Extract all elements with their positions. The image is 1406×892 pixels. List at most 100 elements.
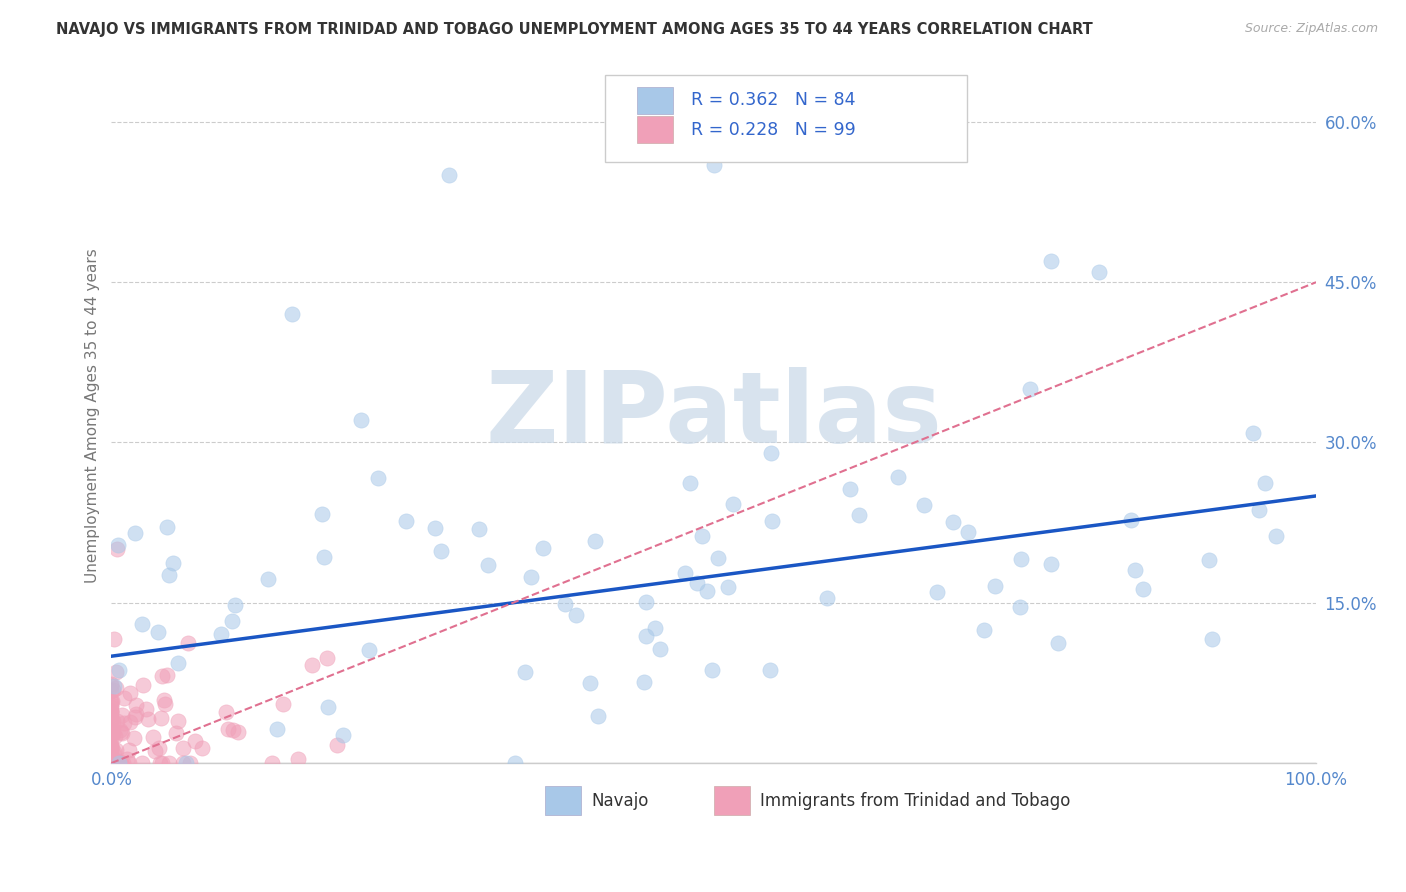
Point bbox=[150, 756, 173, 770]
Text: R = 0.362   N = 84: R = 0.362 N = 84 bbox=[690, 92, 855, 110]
Point bbox=[912, 498, 935, 512]
Point bbox=[101, 694, 124, 708]
Point bbox=[100, 699, 122, 714]
Point bbox=[520, 570, 543, 584]
Point bbox=[221, 614, 243, 628]
Point bbox=[156, 520, 179, 534]
Point bbox=[332, 728, 354, 742]
Point bbox=[636, 595, 658, 609]
Point bbox=[579, 676, 602, 690]
Point bbox=[648, 641, 671, 656]
Point bbox=[100, 695, 122, 709]
Point bbox=[110, 756, 132, 770]
Point bbox=[1010, 552, 1032, 566]
FancyBboxPatch shape bbox=[714, 786, 749, 815]
Point bbox=[311, 507, 333, 521]
Point bbox=[1040, 557, 1063, 571]
Point bbox=[564, 608, 586, 623]
Point bbox=[157, 568, 180, 582]
Point bbox=[696, 583, 718, 598]
Point bbox=[973, 624, 995, 638]
Point bbox=[101, 751, 124, 765]
Point bbox=[101, 682, 124, 697]
Point bbox=[103, 632, 125, 647]
Point bbox=[136, 712, 159, 726]
Point bbox=[100, 704, 122, 718]
Point bbox=[149, 756, 172, 770]
Point bbox=[112, 716, 135, 731]
Point bbox=[100, 705, 122, 719]
FancyBboxPatch shape bbox=[637, 117, 673, 143]
Point bbox=[1254, 475, 1277, 490]
Point bbox=[190, 740, 212, 755]
Point bbox=[367, 471, 389, 485]
Point bbox=[104, 681, 127, 695]
Point bbox=[723, 497, 745, 511]
Point bbox=[942, 515, 965, 529]
Point bbox=[131, 756, 153, 770]
Point bbox=[100, 740, 122, 755]
Point bbox=[172, 756, 194, 770]
Point bbox=[316, 699, 339, 714]
Point bbox=[107, 756, 129, 770]
Point bbox=[103, 679, 125, 693]
Point bbox=[437, 169, 460, 183]
Point bbox=[100, 740, 122, 755]
Point bbox=[107, 754, 129, 768]
Point bbox=[636, 629, 658, 643]
Point bbox=[100, 756, 122, 770]
Point bbox=[633, 675, 655, 690]
Point bbox=[586, 709, 609, 723]
FancyBboxPatch shape bbox=[546, 786, 581, 815]
Point bbox=[100, 714, 122, 728]
Point bbox=[673, 566, 696, 581]
Point bbox=[183, 733, 205, 747]
Point bbox=[115, 752, 138, 766]
Point bbox=[686, 576, 709, 591]
Point bbox=[702, 663, 724, 677]
Point bbox=[759, 663, 782, 677]
Point bbox=[104, 743, 127, 757]
Point bbox=[100, 756, 122, 770]
Point bbox=[118, 756, 141, 770]
Point bbox=[100, 756, 122, 770]
Point bbox=[325, 738, 347, 752]
Point bbox=[104, 756, 127, 770]
Point bbox=[100, 727, 122, 741]
Point bbox=[111, 708, 134, 723]
Point bbox=[513, 665, 536, 680]
Point bbox=[1008, 600, 1031, 615]
Point bbox=[1132, 582, 1154, 596]
Point bbox=[100, 738, 122, 752]
Point bbox=[281, 307, 304, 321]
Point bbox=[146, 625, 169, 640]
Point bbox=[468, 522, 491, 536]
Point bbox=[350, 413, 373, 427]
Point bbox=[301, 657, 323, 672]
Point bbox=[226, 725, 249, 739]
Point bbox=[100, 694, 122, 708]
Point bbox=[100, 739, 122, 753]
Point bbox=[100, 742, 122, 756]
Point bbox=[112, 690, 135, 705]
Point bbox=[152, 668, 174, 682]
Point bbox=[260, 756, 283, 770]
Point bbox=[100, 698, 122, 712]
Point bbox=[100, 679, 122, 693]
Point bbox=[395, 514, 418, 528]
Point bbox=[103, 756, 125, 770]
Point bbox=[359, 643, 381, 657]
Point bbox=[100, 756, 122, 770]
Point bbox=[761, 514, 783, 528]
Point bbox=[117, 743, 139, 757]
Text: Source: ZipAtlas.com: Source: ZipAtlas.com bbox=[1244, 22, 1378, 36]
Point bbox=[111, 725, 134, 739]
Point bbox=[554, 597, 576, 611]
Point bbox=[100, 724, 122, 739]
Point bbox=[531, 541, 554, 556]
Point bbox=[107, 538, 129, 552]
Point bbox=[122, 731, 145, 746]
Point bbox=[108, 663, 131, 677]
Point bbox=[110, 756, 132, 770]
Point bbox=[167, 656, 190, 670]
